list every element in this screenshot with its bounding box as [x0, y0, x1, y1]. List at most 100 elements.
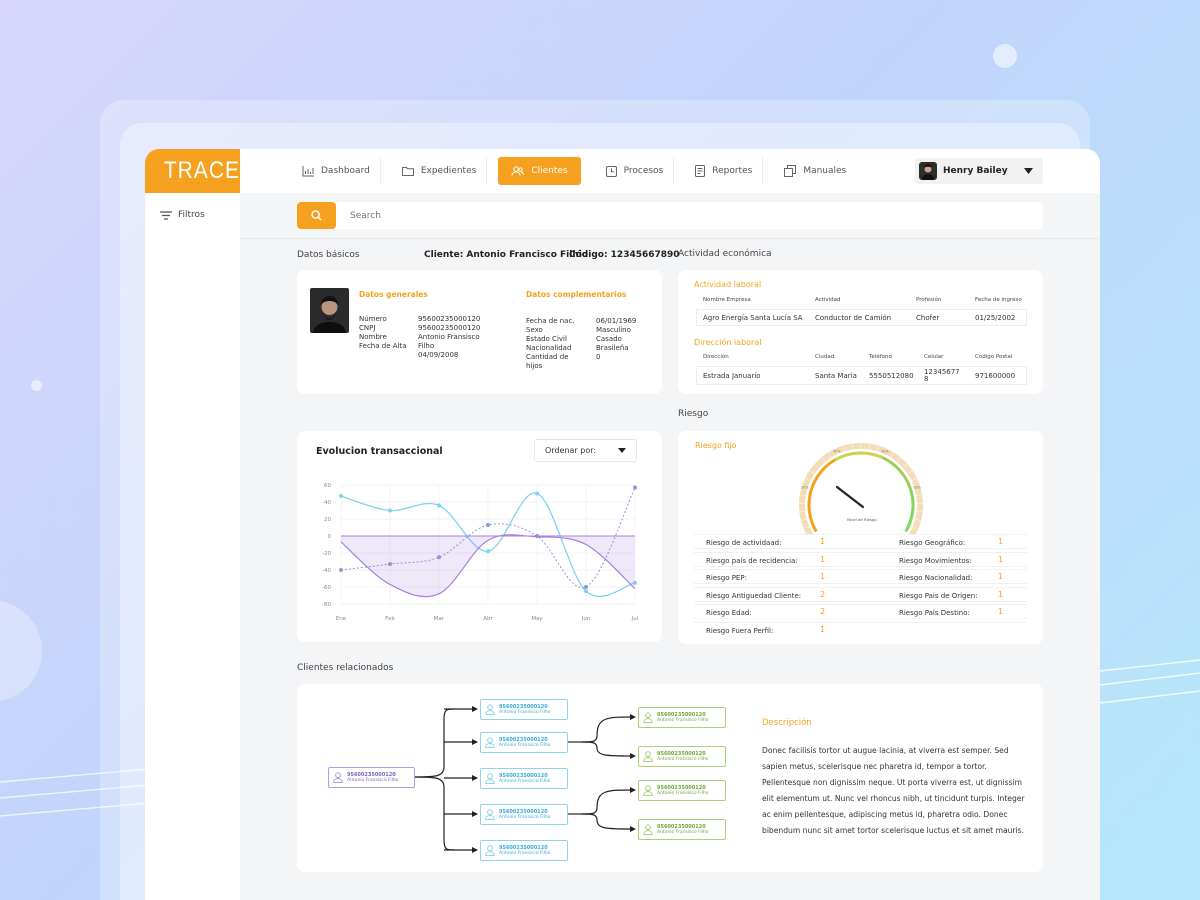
- label-estado-civil: Estado Civil: [526, 335, 567, 343]
- arrow-head: [472, 739, 478, 745]
- risk-row-line: [694, 586, 1027, 602]
- address-row: Estrada Januario Santa Maria 5550512080 …: [696, 366, 1027, 385]
- risk-label: Riesgo PEP:: [706, 574, 747, 582]
- nav-dashboard[interactable]: Dashboard: [292, 157, 381, 185]
- gauge-tick: [915, 518, 922, 521]
- work-header-fecha: Fecha de ingreso: [975, 297, 1022, 303]
- value-hijos: 0: [596, 353, 601, 361]
- gauge-arc: [904, 488, 915, 533]
- data-point: [437, 503, 441, 508]
- risk-row-line: [694, 534, 1027, 549]
- background-lines: [0, 767, 160, 817]
- gauge-tick: [814, 463, 820, 468]
- related-client-node[interactable]: 95600235000120 Antonio Fransisco Filho: [480, 699, 568, 720]
- brand-logo[interactable]: TRACE: [145, 149, 240, 193]
- user-icon: [333, 772, 343, 783]
- risk-value: 1: [820, 537, 826, 546]
- code-line: Código: 12345667890: [569, 250, 680, 260]
- gauge-tick: [827, 452, 832, 458]
- risk-value: 1: [998, 607, 1004, 616]
- nav-label: Expedientes: [420, 166, 477, 176]
- label-fecha-nac: Fecha de nac.: [526, 317, 575, 325]
- y-tick-label: -40: [322, 568, 331, 574]
- nav-expedientes[interactable]: Expedientes: [392, 157, 488, 185]
- gauge-label: Nivel de Riesgo: [847, 517, 877, 522]
- y-tick-label: -20: [322, 551, 331, 557]
- risk-label: Riesgo país de recidencia:: [706, 556, 798, 565]
- gauge-tick: [883, 448, 887, 454]
- nav-clientes[interactable]: Clientes: [498, 157, 581, 185]
- transactions-chart: 60 40 20 0 -20 -40 -60 -80 Ene Feb Mar Abr May Jun Jul: [322, 483, 639, 622]
- description-line: sapien metus, scelerisque nec pharetra i…: [762, 762, 987, 771]
- data-point: [535, 491, 539, 496]
- nav-label: Reportes: [712, 166, 753, 176]
- top-nav: Dashboard Expedientes Clientes Procesos …: [240, 149, 1100, 193]
- node-name: Antonio Fransisco Filho: [499, 742, 551, 748]
- gauge-scale-label: 60%: [882, 449, 889, 453]
- description-title: Descripción: [762, 718, 812, 728]
- risk-value: 1: [820, 554, 826, 564]
- risk-value: 1: [998, 554, 1004, 564]
- transactions-title: Evolucion transaccional: [316, 446, 443, 457]
- related-client-node[interactable]: 95600235000120 Antonio Fransisco Filho: [480, 732, 568, 753]
- search-input[interactable]: [350, 210, 950, 221]
- node-name: Antonio Fransisco Filho: [499, 850, 551, 856]
- chevron-down-icon: [1024, 168, 1033, 174]
- series-area: [341, 534, 635, 597]
- search-icon: [311, 210, 322, 221]
- node-id: 95600235000120: [347, 771, 396, 778]
- addr-cell: 5550512080: [869, 371, 914, 380]
- economic-card: Actividad laboral Nombre Empresa Activid…: [678, 270, 1043, 394]
- related-client-node[interactable]: 95600235000120 Antonio Fransisco Filho: [638, 819, 726, 840]
- arrow-head: [472, 811, 478, 817]
- risk-label: Riesgo Pais Destino:: [899, 609, 970, 617]
- nav-procesos[interactable]: Procesos: [596, 157, 675, 185]
- user-icon: [643, 751, 653, 762]
- node-name: Antonio Fransisco Filho: [499, 709, 551, 715]
- x-tick-label: Jul: [631, 616, 639, 622]
- node-id: 95600235000120: [499, 736, 548, 743]
- filters-button[interactable]: Filtros: [160, 210, 240, 220]
- document-icon: [695, 165, 706, 177]
- value-cnpj: 95600235000120: [418, 324, 481, 332]
- risk-card: Riesgo fijo Nivel de Riesgo 20% 40% 60% 80%…: [678, 431, 1043, 644]
- gauge-tick: [916, 511, 923, 513]
- gauge-needle: [835, 485, 865, 509]
- risk-value: 1: [820, 624, 826, 634]
- user-icon: [485, 809, 495, 820]
- user-menu[interactable]: Henry Bailey: [915, 158, 1043, 184]
- node-name: Antonio Fransisco Filho: [657, 717, 709, 723]
- data-point: [633, 580, 637, 585]
- gauge-tick: [809, 470, 815, 475]
- address-title: Dirección laboral: [694, 338, 762, 347]
- filter-icon: [160, 210, 172, 220]
- related-client-node[interactable]: 95600235000120 Antonio Fransisco Filho: [480, 804, 568, 825]
- related-client-node[interactable]: 95600235000120 Antonio Fransisco Filho: [480, 840, 568, 861]
- addr-cell: 12345677: [924, 368, 960, 376]
- related-title: Clientes relacionados: [297, 663, 394, 673]
- node-name: Antonio Fransisco Filho: [657, 829, 709, 835]
- gauge-arc: [881, 456, 912, 490]
- nav-manuales[interactable]: Manuales: [774, 157, 856, 185]
- app-window: TRACE Filtros Dashboard Expedientes Clie…: [145, 149, 1100, 900]
- related-client-node[interactable]: 95600235000120 Antonio Fransisco Filho: [638, 707, 726, 728]
- sort-dropdown[interactable]: Ordenar por:: [534, 439, 637, 462]
- gauge-tick: [912, 526, 919, 530]
- related-client-node[interactable]: 95600235000120 Antonio Fransisco Filho: [480, 768, 568, 789]
- user-avatar: [919, 162, 937, 180]
- copy-icon: [784, 165, 797, 177]
- related-client-node[interactable]: 95600235000120 Antonio Fransisco Filho: [328, 767, 415, 788]
- tree-connector: [581, 789, 634, 815]
- addr-cell: 971600000: [975, 371, 1016, 380]
- related-client-node[interactable]: 95600235000120 Antonio Fransisco Filho: [638, 780, 726, 801]
- related-client-node[interactable]: 95600235000120 Antonio Fransisco Filho: [638, 746, 726, 767]
- clock-icon: [605, 165, 617, 177]
- x-tick-label: Feb: [385, 616, 395, 622]
- search-button[interactable]: [297, 202, 336, 229]
- node-id: 95600235000120: [657, 750, 706, 757]
- data-point: [486, 522, 490, 527]
- addr-cell: Estrada Januario: [703, 371, 761, 380]
- nav-reportes[interactable]: Reportes: [685, 157, 764, 185]
- data-point: [388, 508, 392, 513]
- gauge-tick: [801, 485, 808, 489]
